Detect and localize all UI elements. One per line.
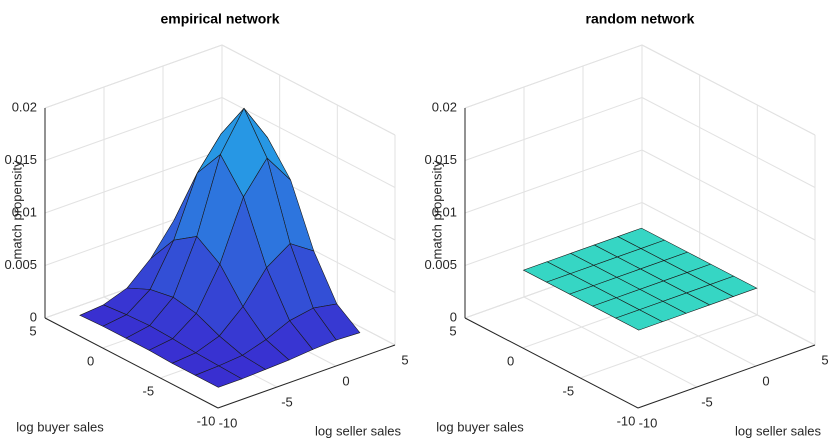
z-tick-label: 0.01	[432, 204, 457, 219]
x-axis	[637, 344, 816, 409]
x-tick-label: 5	[821, 352, 828, 367]
y-tick-label: 0	[507, 353, 514, 368]
z-tick-label: 0	[30, 309, 37, 324]
y-axis-label: log buyer sales	[436, 419, 524, 434]
grid-line	[221, 44, 396, 136]
z-tick-label: 0.02	[432, 99, 457, 114]
surface-patch	[194, 365, 243, 388]
z-axis-label: match propensity	[9, 160, 24, 259]
surface-patch	[614, 309, 664, 331]
chart-title: empirical network	[160, 11, 279, 27]
z-tick-label: 0.015	[424, 152, 457, 167]
y-tick-label: 0	[87, 353, 94, 368]
z-tick-label: 0.015	[4, 152, 37, 167]
y-tick-label: -5	[143, 383, 155, 398]
chart-title: random network	[586, 11, 695, 27]
y-tick-label: -5	[563, 383, 575, 398]
grid-line	[464, 149, 643, 214]
z-tick-label: 0.005	[4, 257, 37, 272]
grid-line	[221, 97, 396, 188]
x-tick-label: 5	[401, 352, 408, 367]
z-tick-label: 0.01	[12, 204, 37, 219]
x-axis-label: log seller sales	[735, 423, 821, 438]
x-tick-label: -5	[701, 394, 713, 409]
x-tick-label: -10	[639, 415, 658, 430]
x-tick-label: 0	[762, 373, 769, 388]
grid-line	[44, 97, 223, 161]
z-tick-label: 0.005	[424, 257, 457, 272]
x-axis	[217, 344, 396, 409]
grid-line	[580, 314, 758, 379]
grid-line	[641, 97, 816, 188]
y-axis	[464, 317, 639, 409]
grid-line	[464, 44, 643, 109]
grid-line	[44, 149, 223, 214]
x-tick-label: -5	[281, 394, 293, 409]
grid-line	[464, 202, 643, 266]
grid-line	[641, 44, 816, 136]
y-axis	[44, 317, 219, 409]
grid-line	[641, 149, 816, 241]
y-axis-label: log buyer sales	[16, 419, 104, 434]
x-axis-label: log seller sales	[315, 423, 401, 438]
x-tick-label: -10	[219, 415, 238, 430]
y-tick-label: 5	[29, 323, 36, 338]
grid-line	[523, 296, 698, 388]
grid-line	[44, 44, 223, 109]
y-tick-label: -10	[617, 413, 636, 428]
y-tick-label: 5	[449, 323, 456, 338]
y-tick-label: -10	[197, 413, 216, 428]
grid-line	[464, 97, 643, 161]
z-axis-label: match propensity	[429, 160, 444, 259]
z-tick-label: 0	[450, 309, 457, 324]
x-tick-label: 0	[342, 373, 349, 388]
grid-line	[641, 202, 816, 293]
z-tick-label: 0.02	[12, 99, 37, 114]
